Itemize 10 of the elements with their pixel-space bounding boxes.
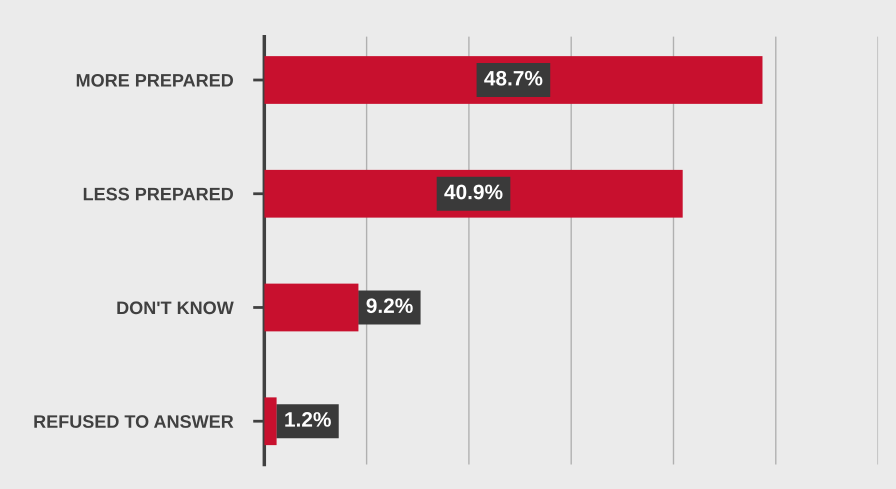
y-tick-label: DON'T KNOW: [117, 301, 234, 314]
data-label: 40.9%: [444, 184, 502, 200]
data-label: 48.7%: [484, 70, 542, 86]
y-tick-label: LESS PREPARED: [84, 188, 233, 200]
data-label: 9.2%: [366, 298, 413, 314]
y-tick-label: MORE PREPARED: [76, 74, 233, 87]
y-tick-label: REFUSED TO ANSWER: [34, 415, 234, 428]
bar: [264, 397, 277, 446]
data-label: 1.2%: [285, 412, 331, 427]
bar: [264, 56, 762, 104]
